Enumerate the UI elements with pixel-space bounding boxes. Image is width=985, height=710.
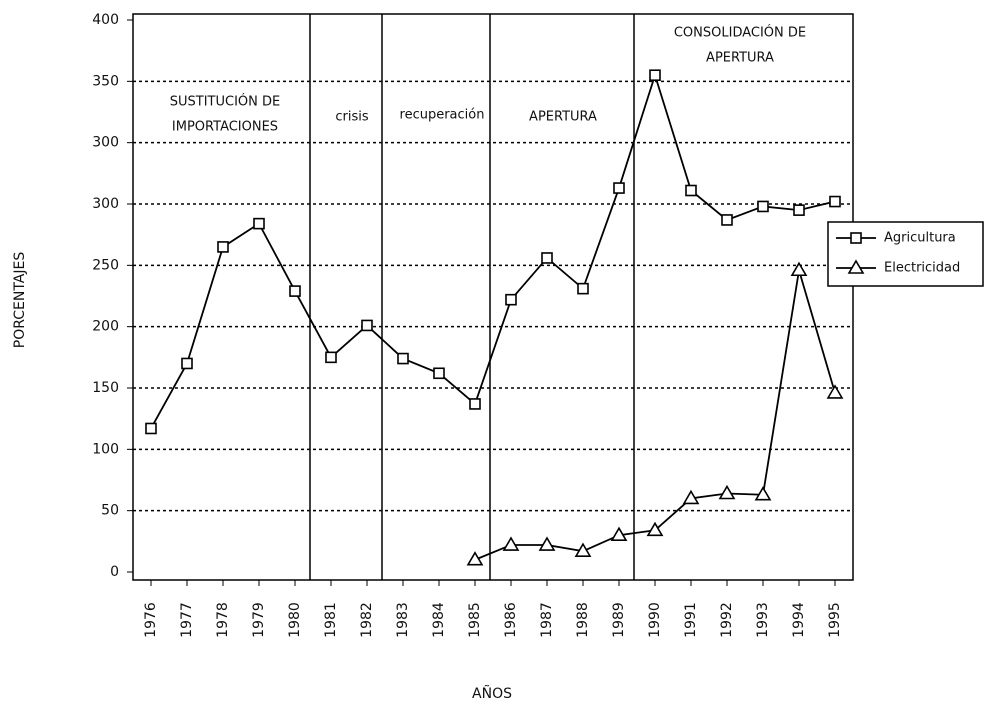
x-tick-label: 1988 [575,602,591,638]
point [610,526,628,541]
legend-label: Agricultura [884,231,956,246]
point [325,351,337,364]
y-tick-label: 300 [92,135,119,151]
point [613,182,625,194]
point [538,536,556,551]
point [361,319,373,332]
point [541,252,553,264]
x-axis-label: AÑOS [472,685,512,702]
point [145,422,157,435]
point [847,259,865,274]
y-tick-label: 400 [92,12,119,28]
period-label: APERTURA [529,110,597,125]
y-tick-label: 50 [101,503,119,519]
x-tick-label: 1986 [503,602,519,638]
point [826,384,844,399]
period-label: IMPORTACIONES [172,120,278,135]
x-tick-label: 1984 [431,602,447,638]
point [397,352,409,365]
point [253,217,265,230]
point [793,204,805,216]
point [850,232,862,244]
legend-label: Electricidad [884,261,960,276]
point [718,484,736,500]
x-tick-label: 1994 [791,602,807,638]
y-tick-label: 200 [92,319,119,335]
x-tick-label: 1993 [755,602,771,638]
x-tick-label: 1991 [683,602,699,638]
x-tick-label: 1995 [827,602,843,638]
point [646,521,664,537]
point [754,486,772,501]
point [469,398,481,410]
point [502,536,520,551]
point [577,282,589,295]
point [757,200,769,213]
x-tick-label: 1979 [251,602,267,638]
y-tick-label: 250 [92,257,119,273]
x-tick-label: 1981 [323,602,339,638]
y-tick-label: 0 [110,564,119,580]
x-tick-label: 1978 [215,602,231,638]
y-tick-label: 100 [92,441,119,457]
x-tick-label: 1977 [179,602,195,638]
point [829,195,841,208]
x-tick-label: 1982 [359,602,375,638]
series-line [474,269,836,561]
point [289,285,301,297]
point [505,293,517,306]
point [649,69,661,81]
point [217,241,229,253]
point [181,357,193,370]
point [574,542,592,557]
point [466,551,484,566]
period-label: crisis [335,110,368,125]
y-tick-label: 300 [92,196,119,212]
plot-frame [132,13,854,581]
period-label: recuperación [400,108,485,123]
y-tick-label: 350 [92,73,119,89]
point [682,489,700,505]
x-tick-label: 1983 [395,602,411,638]
period-label: CONSOLIDACIÓN DE [674,25,806,41]
period-label: SUSTITUCIÓN DE [170,94,280,110]
y-axis-label: PORCENTAJES [12,252,28,349]
series-line [150,72,836,429]
x-tick-label: 1976 [143,602,159,638]
x-tick-label: 1989 [611,602,627,638]
x-tick-label: 1985 [467,602,483,638]
x-tick-label: 1987 [539,602,555,638]
point [433,367,445,380]
x-tick-label: 1990 [647,602,663,638]
point [721,214,733,226]
point [685,184,697,197]
y-tick-label: 150 [92,380,119,396]
x-tick-label: 1992 [719,602,735,638]
x-tick-label: 1980 [287,602,303,638]
period-label: APERTURA [706,51,774,66]
point [790,261,808,277]
